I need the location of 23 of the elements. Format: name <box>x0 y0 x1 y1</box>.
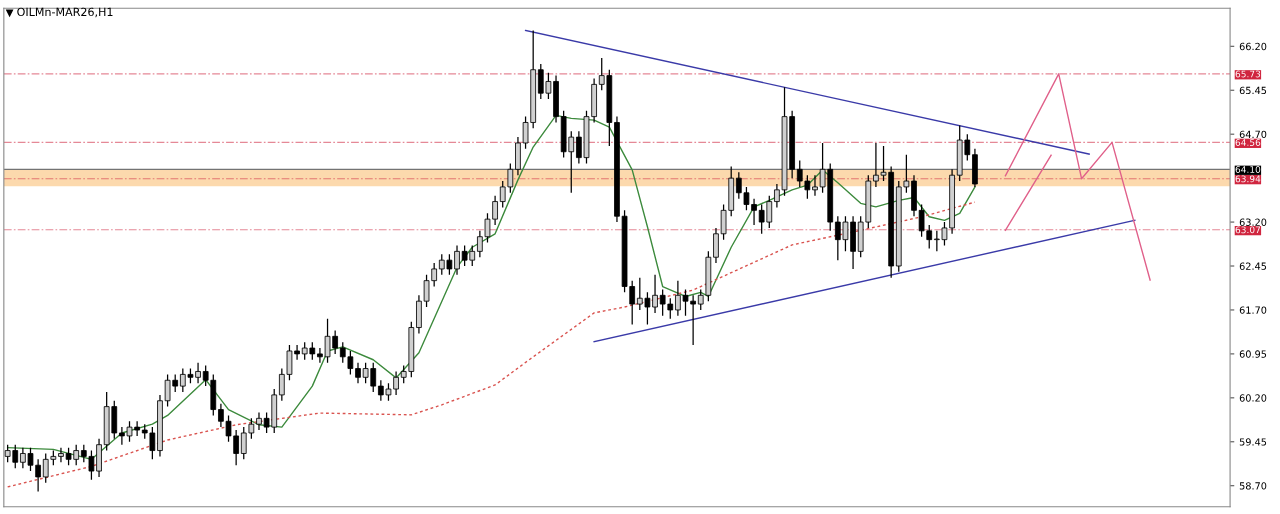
candlestick <box>454 244 460 276</box>
y-tick-label: 62.45 <box>1239 262 1267 270</box>
y-tick-label: 61.70 <box>1239 306 1267 314</box>
ref-line-label: 64.10 <box>1235 166 1261 173</box>
y-tick-label: 60.20 <box>1239 394 1267 402</box>
y-tick-label: 60.95 <box>1239 350 1267 358</box>
candlestick <box>355 362 361 384</box>
line-series <box>6 201 976 488</box>
ref-line-label: 63.94 <box>1235 175 1261 183</box>
candlestick <box>713 227 719 264</box>
y-tick-label: 58.70 <box>1239 482 1267 490</box>
y-tick-label: 64.70 <box>1239 130 1267 139</box>
y-tick-label: 59.45 <box>1239 438 1267 446</box>
y-tick-label: 65.45 <box>1239 86 1267 95</box>
ref-line-label: 64.56 <box>1235 139 1261 146</box>
y-tick-label: 63.20 <box>1239 218 1267 226</box>
ref-line-label: 65.73 <box>1235 70 1261 78</box>
chart-title: OILMn-MAR26,H1 <box>17 7 113 18</box>
line-series <box>1004 73 1151 281</box>
candlestick <box>256 411 262 431</box>
y-tick-label: 66.20 <box>1239 42 1267 51</box>
candlestick <box>812 174 818 197</box>
ref-line-label: 63.07 <box>1235 226 1261 234</box>
